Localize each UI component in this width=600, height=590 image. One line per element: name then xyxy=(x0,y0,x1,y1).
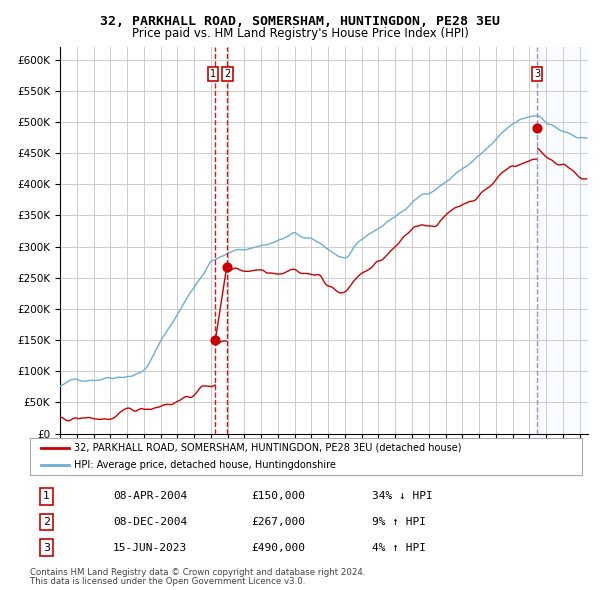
Text: HPI: Average price, detached house, Huntingdonshire: HPI: Average price, detached house, Hunt… xyxy=(74,460,336,470)
Text: Contains HM Land Registry data © Crown copyright and database right 2024.: Contains HM Land Registry data © Crown c… xyxy=(30,568,365,577)
Text: £490,000: £490,000 xyxy=(251,543,305,553)
Text: 3: 3 xyxy=(534,69,540,79)
Text: 2: 2 xyxy=(224,69,230,79)
Bar xyxy=(538,47,588,434)
Line: HPI: Average price, detached house, Huntingdonshire: HPI: Average price, detached house, Hunt… xyxy=(60,116,587,386)
Point xyxy=(222,263,232,272)
Text: 08-APR-2004: 08-APR-2004 xyxy=(113,491,187,502)
HPI: Average price, detached house, Huntingdonshire: (2e+03, 8.72e+04): Average price, detached house, Huntingdo… xyxy=(73,376,80,383)
Text: 08-DEC-2004: 08-DEC-2004 xyxy=(113,517,187,527)
Text: 1: 1 xyxy=(43,491,50,502)
HPI: Average price, detached house, Huntingdonshire: (2.02e+03, 4.85e+05): Average price, detached house, Huntingdo… xyxy=(559,128,566,135)
Text: 2: 2 xyxy=(43,517,50,527)
HPI: Average price, detached house, Huntingdonshire: (2e+03, 7.65e+04): Average price, detached house, Huntingdo… xyxy=(56,382,64,389)
HPI: Average price, detached house, Huntingdonshire: (2.01e+03, 3.04e+05): Average price, detached house, Huntingdo… xyxy=(265,241,272,248)
Text: This data is licensed under the Open Government Licence v3.0.: This data is licensed under the Open Gov… xyxy=(30,577,305,586)
Text: 4% ↑ HPI: 4% ↑ HPI xyxy=(372,543,426,553)
Text: 32, PARKHALL ROAD, SOMERSHAM, HUNTINGDON, PE28 3EU: 32, PARKHALL ROAD, SOMERSHAM, HUNTINGDON… xyxy=(100,15,500,28)
Text: 3: 3 xyxy=(43,543,50,553)
Text: 32, PARKHALL ROAD, SOMERSHAM, HUNTINGDON, PE28 3EU (detached house): 32, PARKHALL ROAD, SOMERSHAM, HUNTINGDON… xyxy=(74,442,461,453)
HPI: Average price, detached house, Huntingdonshire: (2.03e+03, 4.74e+05): Average price, detached house, Huntingdo… xyxy=(583,135,590,142)
Point xyxy=(532,123,542,133)
Text: 1: 1 xyxy=(210,69,216,79)
Text: 15-JUN-2023: 15-JUN-2023 xyxy=(113,543,187,553)
Text: 34% ↓ HPI: 34% ↓ HPI xyxy=(372,491,433,502)
HPI: Average price, detached house, Huntingdonshire: (2.03e+03, 4.82e+05): Average price, detached house, Huntingdo… xyxy=(565,129,572,136)
Text: Price paid vs. HM Land Registry's House Price Index (HPI): Price paid vs. HM Land Registry's House … xyxy=(131,27,469,40)
Text: £150,000: £150,000 xyxy=(251,491,305,502)
Text: 9% ↑ HPI: 9% ↑ HPI xyxy=(372,517,426,527)
Point xyxy=(211,336,220,345)
HPI: Average price, detached house, Huntingdonshire: (2.01e+03, 3.37e+05): Average price, detached house, Huntingdo… xyxy=(382,220,389,227)
HPI: Average price, detached house, Huntingdonshire: (2.02e+03, 5.1e+05): Average price, detached house, Huntingdo… xyxy=(533,112,540,119)
HPI: Average price, detached house, Huntingdonshire: (2.01e+03, 2.9e+05): Average price, detached house, Huntingdo… xyxy=(347,250,354,257)
Text: £267,000: £267,000 xyxy=(251,517,305,527)
